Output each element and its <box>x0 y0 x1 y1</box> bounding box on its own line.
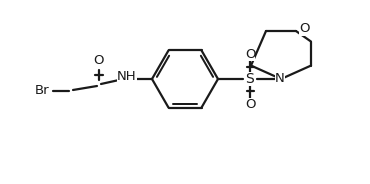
Text: NH: NH <box>117 70 137 84</box>
Text: O: O <box>299 22 309 36</box>
Text: O: O <box>94 54 104 68</box>
Text: N: N <box>275 72 285 86</box>
Text: S: S <box>246 72 255 86</box>
Text: O: O <box>245 98 255 111</box>
Text: O: O <box>245 47 255 61</box>
Text: Br: Br <box>35 84 49 98</box>
